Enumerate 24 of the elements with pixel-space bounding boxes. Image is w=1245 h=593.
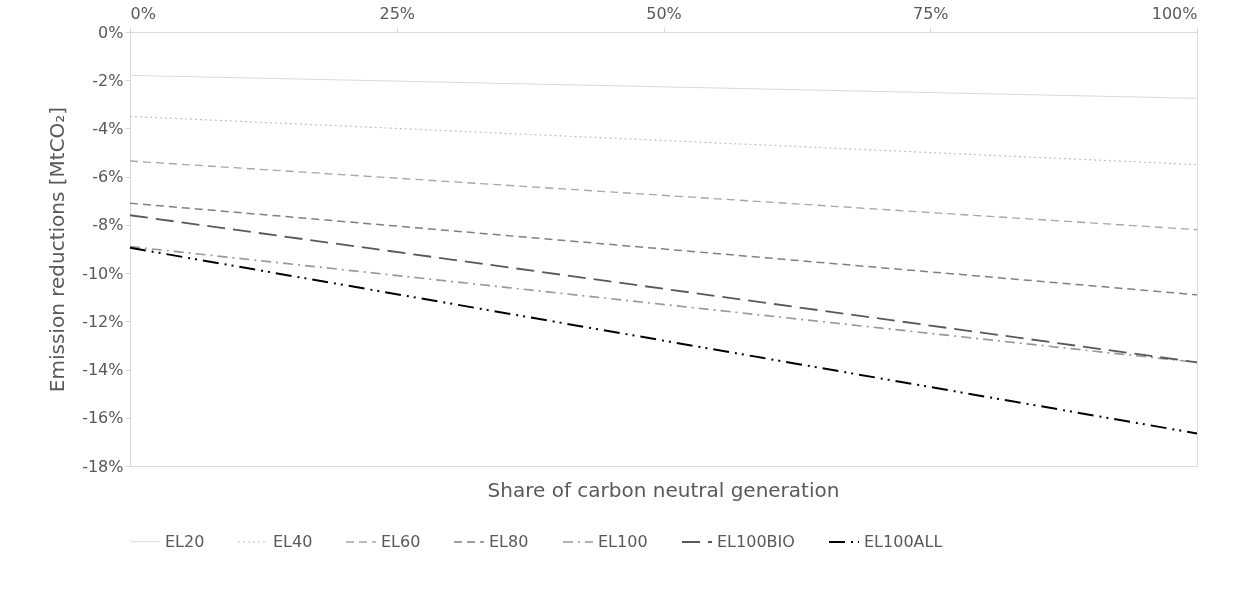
x-tick-label: 50% bbox=[646, 3, 682, 23]
y-tick-label: -8% bbox=[92, 215, 124, 235]
legend-label: EL100BIO bbox=[717, 532, 795, 551]
x-axis-title: Share of carbon neutral generation bbox=[487, 478, 840, 502]
legend-label: EL100ALL bbox=[864, 532, 943, 551]
legend-label: EL80 bbox=[489, 532, 529, 551]
y-tick-label: -18% bbox=[82, 456, 124, 476]
y-axis-title: Emission reductions [MtCO₂] bbox=[45, 106, 70, 393]
y-tick-label: -10% bbox=[82, 263, 124, 283]
y-tick-label: -6% bbox=[92, 167, 124, 187]
y-tick-label: -16% bbox=[82, 408, 124, 428]
legend-label: EL100 bbox=[598, 532, 648, 551]
x-tick-label: 100% bbox=[1151, 3, 1198, 23]
y-tick-label: -14% bbox=[82, 360, 124, 380]
y-tick-label: 0% bbox=[98, 22, 124, 42]
legend-label: EL60 bbox=[381, 532, 421, 551]
y-tick-label: -2% bbox=[92, 70, 124, 90]
x-tick-label: 0% bbox=[130, 3, 156, 23]
x-tick-label: 75% bbox=[912, 3, 949, 23]
y-tick-label: -4% bbox=[92, 118, 124, 138]
legend-label: EL40 bbox=[273, 532, 313, 551]
legend-label: EL20 bbox=[165, 531, 205, 551]
y-tick-label: -12% bbox=[82, 311, 124, 331]
x-tick-label: 25% bbox=[379, 3, 416, 23]
